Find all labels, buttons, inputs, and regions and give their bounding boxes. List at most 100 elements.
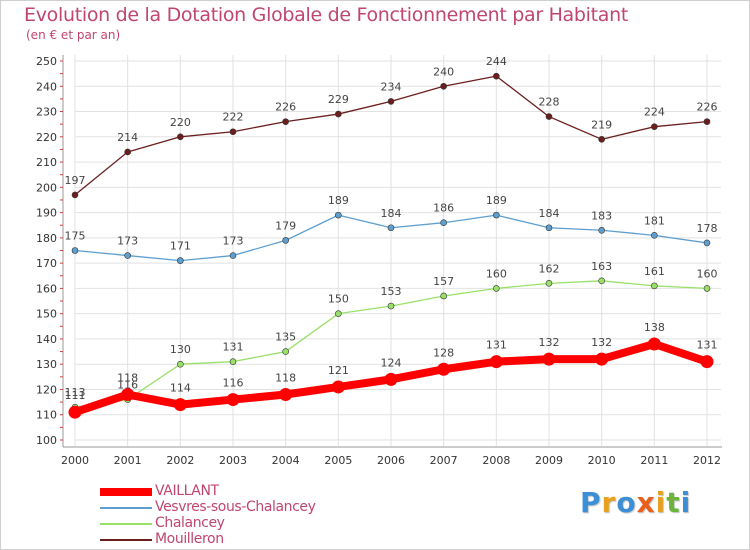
data-label: 219 — [591, 118, 612, 131]
data-point — [282, 118, 289, 125]
data-label: 131 — [486, 339, 507, 352]
y-tick-label: 190 — [36, 207, 57, 220]
x-tick-label: 2010 — [588, 454, 616, 467]
data-label: 150 — [328, 293, 349, 306]
x-tick-label: 2007 — [430, 454, 458, 467]
data-label: 111 — [65, 389, 86, 402]
data-label: 157 — [433, 275, 454, 288]
y-tick-label: 160 — [36, 282, 57, 295]
y-tick-label: 110 — [36, 409, 57, 422]
y-tick-label: 240 — [36, 80, 57, 93]
data-point — [226, 393, 240, 407]
legend-swatch — [100, 523, 152, 525]
data-point — [651, 232, 658, 239]
data-label: 135 — [275, 331, 296, 344]
chart-subtitle: (en € et par an) — [26, 28, 121, 42]
data-label: 131 — [223, 341, 244, 354]
data-point — [647, 337, 661, 351]
data-point — [335, 211, 342, 219]
data-point — [703, 118, 711, 125]
data-point — [384, 372, 398, 386]
legend-swatch — [100, 488, 152, 496]
data-label: 234 — [381, 80, 402, 93]
data-point — [703, 239, 711, 247]
data-label: 175 — [65, 230, 86, 243]
data-point — [545, 280, 553, 287]
legend-label: Chalancey — [155, 515, 225, 531]
data-point — [177, 360, 184, 368]
data-point — [68, 405, 82, 419]
data-label: 124 — [381, 356, 402, 369]
data-label: 162 — [539, 262, 560, 275]
data-point — [489, 355, 503, 369]
data-point — [121, 388, 135, 402]
data-point — [493, 72, 500, 80]
x-tick-label: 2008 — [482, 454, 510, 467]
data-point — [545, 113, 553, 120]
data-point — [335, 110, 342, 118]
data-point — [335, 310, 342, 317]
data-label: 173 — [223, 235, 244, 248]
data-point — [545, 224, 553, 232]
data-point — [703, 285, 711, 292]
data-point — [331, 380, 345, 394]
data-point — [651, 123, 658, 130]
proxiti-logo: Proxiti — [580, 486, 692, 519]
y-tick-label: 120 — [36, 383, 57, 396]
data-label: 118 — [275, 372, 296, 385]
data-point — [71, 247, 79, 254]
data-point — [124, 252, 131, 259]
data-label: 229 — [328, 93, 349, 106]
data-label: 184 — [539, 207, 560, 220]
data-label: 178 — [697, 222, 718, 235]
data-point — [437, 362, 451, 376]
data-label: 163 — [591, 260, 612, 273]
data-label: 121 — [328, 364, 349, 377]
data-label: 224 — [644, 106, 665, 119]
data-point — [177, 133, 184, 141]
data-point — [229, 252, 237, 259]
x-tick-label: 2001 — [114, 454, 142, 467]
data-point — [177, 257, 184, 264]
data-point — [440, 292, 447, 300]
y-tick-label: 130 — [36, 358, 57, 371]
data-label: 226 — [275, 101, 296, 114]
data-label: 184 — [381, 207, 402, 220]
data-label: 118 — [117, 372, 138, 385]
x-tick-label: 2012 — [693, 454, 721, 467]
y-tick-label: 230 — [36, 106, 57, 119]
y-tick-label: 250 — [36, 55, 57, 68]
data-point — [598, 277, 605, 285]
data-label: 116 — [223, 377, 244, 390]
data-point — [595, 352, 609, 366]
data-label: 131 — [697, 339, 718, 352]
data-point — [651, 282, 658, 290]
y-tick-label: 210 — [36, 156, 57, 169]
data-point — [598, 226, 605, 234]
data-label: 116 — [117, 379, 138, 392]
data-label: 161 — [644, 265, 665, 278]
y-tick-label: 150 — [36, 308, 57, 321]
data-label: 228 — [539, 96, 560, 109]
x-tick-label: 2003 — [219, 454, 247, 467]
data-label: 220 — [170, 116, 191, 129]
data-point — [440, 219, 447, 227]
y-tick-label: 140 — [36, 333, 57, 346]
data-label: 171 — [170, 240, 191, 253]
legend-swatch — [100, 539, 152, 541]
data-label: 214 — [117, 131, 138, 144]
data-label: 183 — [591, 209, 612, 222]
data-label: 114 — [170, 382, 191, 395]
data-label: 130 — [170, 343, 191, 356]
data-label: 153 — [381, 285, 402, 298]
legend-label: Mouilleron — [155, 531, 224, 547]
data-point — [229, 358, 237, 365]
legend-label: Vesvres-sous-Chalancey — [155, 499, 316, 515]
data-label: 179 — [275, 219, 296, 232]
data-point — [542, 352, 556, 366]
data-label: 132 — [591, 336, 612, 349]
data-point — [71, 191, 79, 199]
data-point — [598, 136, 605, 143]
data-label: 244 — [486, 55, 507, 68]
